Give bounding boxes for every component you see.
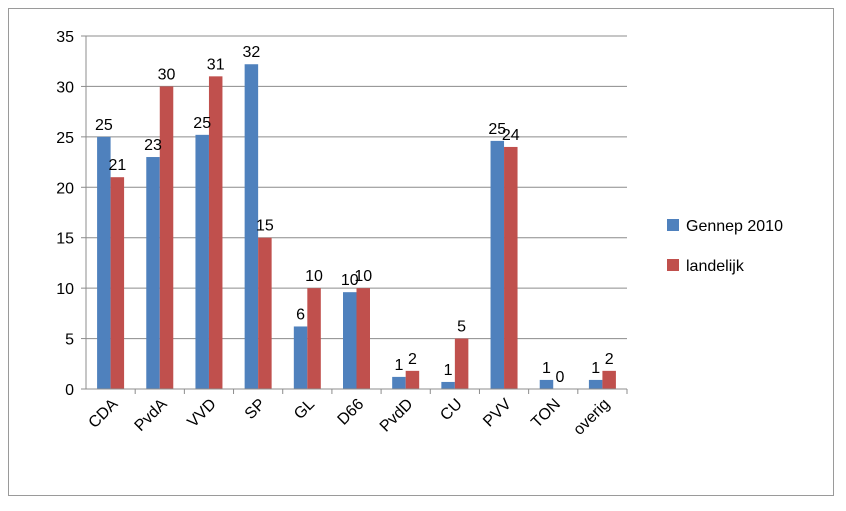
- bar-landelijk-cu: [454, 338, 469, 389]
- data-label: 0: [556, 369, 565, 386]
- bar-gennep-pvdd: [392, 376, 406, 389]
- data-label: 2: [408, 351, 417, 368]
- bar-landelijk-overig: [602, 370, 616, 389]
- legend-label-landelijk: landelijk: [686, 258, 745, 275]
- data-label: 25: [488, 121, 506, 138]
- bar-gennep-ton: [539, 379, 554, 389]
- data-label: 31: [207, 56, 225, 73]
- category-label-ton: TON: [528, 396, 564, 432]
- data-label: 24: [502, 127, 520, 144]
- y-tick-label: 35: [56, 29, 74, 46]
- category-label-cu: CU: [437, 396, 465, 424]
- bar-gennep-sp: [244, 64, 259, 390]
- bar-gennep-cu: [441, 381, 455, 389]
- y-tick-label: 0: [65, 382, 74, 399]
- category-label-cda: CDA: [86, 396, 122, 432]
- legend: Gennep 2010 landelijk: [667, 218, 783, 275]
- chart-frame: [8, 8, 834, 496]
- bar-gennep-gl: [293, 326, 308, 389]
- bar-landelijk-cda: [110, 177, 125, 389]
- bar-landelijk-vvd: [208, 76, 223, 389]
- data-label: 32: [242, 44, 260, 61]
- category-label-vvd: VVD: [184, 396, 219, 431]
- data-label: 10: [305, 268, 323, 285]
- data-label: 25: [95, 117, 113, 134]
- bar-landelijk-pvda: [159, 86, 174, 389]
- y-tick-label: 25: [56, 130, 74, 147]
- data-label: 10: [341, 272, 359, 289]
- category-label-gl: GL: [291, 396, 318, 423]
- bar-landelijk-pvdd: [405, 370, 420, 389]
- axes: [85, 36, 628, 394]
- legend-swatch-landelijk: [667, 259, 679, 271]
- data-label: 2: [605, 351, 614, 368]
- y-tick-label: 5: [65, 332, 74, 349]
- legend-swatch-gennep: [667, 219, 679, 231]
- bar-landelijk-pvv: [504, 146, 518, 389]
- data-label: 15: [256, 218, 274, 235]
- category-label-pvda: PvdA: [132, 396, 171, 435]
- bar-gennep-overig: [588, 379, 603, 389]
- bar-gennep-pvda: [146, 157, 160, 389]
- bar-gennep-vvd: [195, 134, 209, 389]
- y-axis-ticks: 0 5 10 15 20 25 30 35: [56, 29, 86, 399]
- data-label: 25: [193, 115, 211, 132]
- data-label: 5: [457, 319, 466, 336]
- legend-label-gennep: Gennep 2010: [686, 218, 783, 235]
- data-label: 10: [354, 268, 372, 285]
- data-label: 1: [394, 357, 403, 374]
- bars: [97, 64, 616, 390]
- bar-gennep-pvv: [490, 140, 505, 389]
- category-label-overig: overig: [570, 396, 613, 439]
- bar-landelijk-d66: [356, 288, 370, 389]
- bar-landelijk-gl: [307, 288, 321, 389]
- bar-gennep-d66: [343, 292, 357, 389]
- category-label-d66: D66: [335, 396, 368, 429]
- gridlines: [86, 35, 627, 340]
- data-label: 23: [144, 137, 162, 154]
- data-label: 6: [296, 306, 305, 323]
- data-label: 30: [158, 66, 176, 83]
- category-label-pvv: PVV: [480, 396, 515, 431]
- y-tick-label: 30: [56, 79, 74, 96]
- data-label: 1: [542, 360, 551, 377]
- category-label-pvdd: PvdD: [377, 396, 417, 436]
- y-tick-label: 20: [56, 180, 74, 197]
- bar-gennep-cda: [97, 136, 111, 389]
- y-tick-label: 10: [56, 281, 74, 298]
- y-tick-label: 15: [56, 231, 74, 248]
- category-labels: CDA PvdA VVD SP GL D66 PvdD CU PVV TON overig: [86, 396, 614, 439]
- category-label-sp: SP: [242, 396, 269, 423]
- bar-landelijk-sp: [258, 237, 272, 389]
- data-label: 21: [108, 157, 126, 174]
- data-label: 1: [444, 362, 453, 379]
- data-label: 1: [591, 360, 600, 377]
